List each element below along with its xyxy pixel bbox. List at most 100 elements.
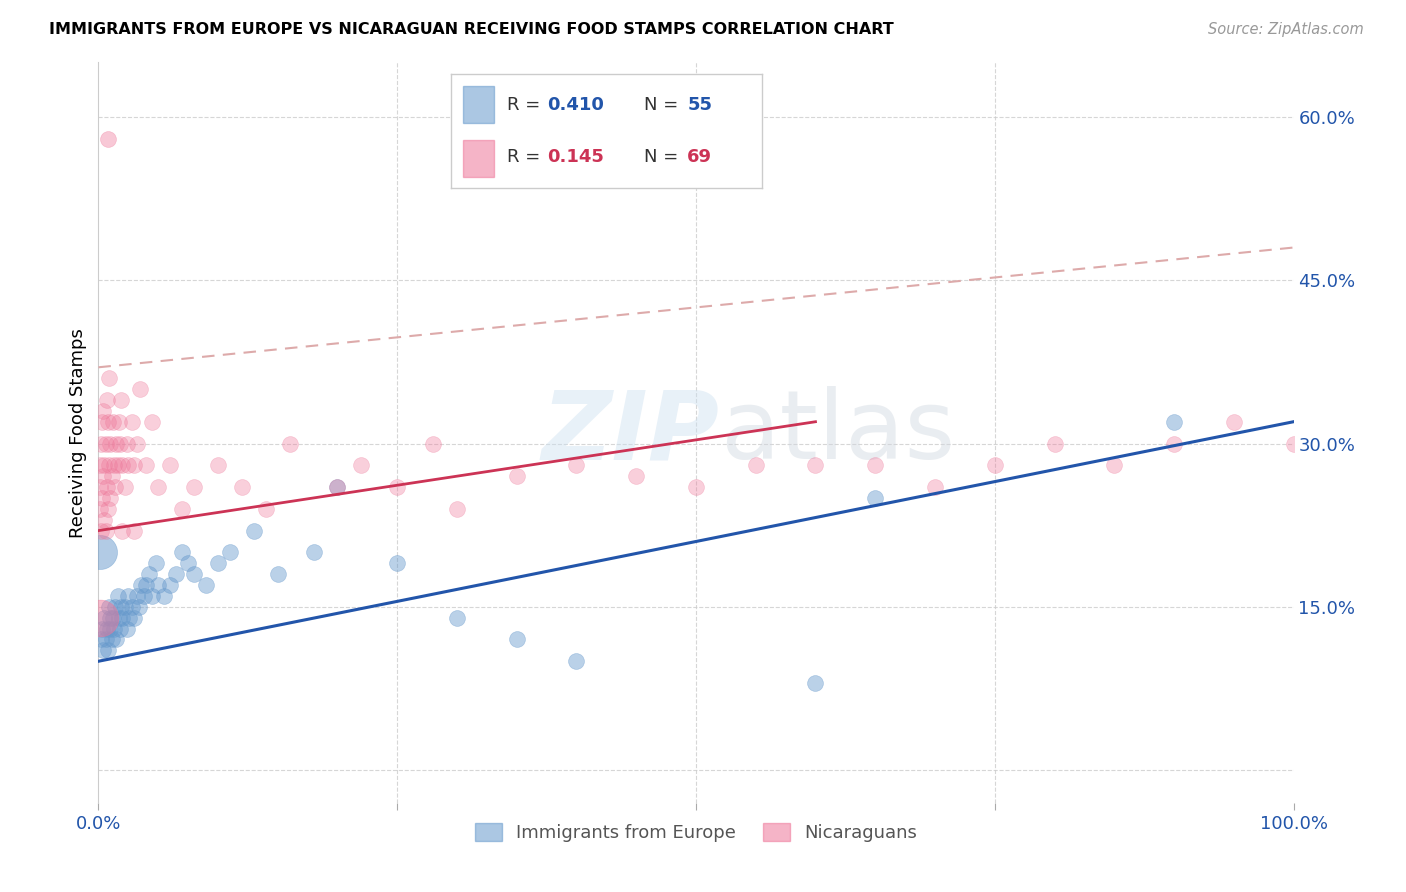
Point [114, 480, 136, 494]
Point [124, 611, 146, 625]
Point [100, 469, 122, 483]
Point [89, 501, 111, 516]
Point [207, 458, 229, 473]
Point [90, 632, 112, 647]
Point [117, 458, 139, 473]
Point [145, 556, 167, 570]
Point [804, 458, 827, 473]
Point [446, 501, 468, 516]
Point [804, 676, 827, 690]
Point [131, 578, 153, 592]
Point [91, 404, 114, 418]
Point [94, 436, 117, 450]
Point [243, 524, 266, 538]
Point [135, 458, 157, 473]
Point [118, 611, 141, 625]
Point [115, 436, 138, 450]
Point [506, 632, 529, 647]
Point [98, 458, 121, 473]
Point [94, 524, 117, 538]
Point [111, 524, 134, 538]
Point [114, 599, 136, 614]
Point [89, 458, 111, 473]
Point [267, 567, 290, 582]
Point [115, 622, 138, 636]
Point [103, 458, 125, 473]
Point [93, 611, 115, 625]
Point [177, 556, 200, 570]
Point [107, 611, 129, 625]
Point [124, 458, 146, 473]
Point [141, 415, 163, 429]
Point [98, 611, 122, 625]
Point [96, 392, 118, 407]
Point [302, 545, 325, 559]
Point [111, 611, 134, 625]
Point [219, 545, 242, 559]
Point [685, 480, 707, 494]
Point [1043, 436, 1066, 450]
Point [101, 611, 124, 625]
Point [626, 469, 648, 483]
Point [111, 458, 134, 473]
Point [148, 480, 170, 494]
Point [984, 458, 1007, 473]
Point [865, 458, 887, 473]
Point [172, 501, 194, 516]
Point [104, 480, 127, 494]
Point [1104, 458, 1126, 473]
Point [97, 131, 120, 145]
Point [89, 611, 111, 625]
Point [506, 469, 529, 483]
Point [98, 371, 121, 385]
Point [117, 589, 139, 603]
Text: IMMIGRANTS FROM EUROPE VS NICARAGUAN RECEIVING FOOD STAMPS CORRELATION CHART: IMMIGRANTS FROM EUROPE VS NICARAGUAN REC… [49, 22, 894, 37]
Point [183, 567, 205, 582]
Point [121, 415, 143, 429]
Point [148, 578, 170, 592]
Text: atlas: atlas [720, 386, 955, 479]
Text: ZIP: ZIP [541, 386, 720, 479]
Point [107, 415, 129, 429]
Point [89, 480, 111, 494]
Point [135, 578, 157, 592]
Point [159, 458, 181, 473]
Point [100, 632, 122, 647]
Point [132, 589, 155, 603]
Point [91, 469, 114, 483]
Point [91, 415, 114, 429]
Point [90, 436, 112, 450]
Point [110, 599, 132, 614]
Point [105, 436, 128, 450]
Point [924, 480, 946, 494]
Point [207, 556, 229, 570]
Y-axis label: Receiving Food Stamps: Receiving Food Stamps [69, 327, 87, 538]
Point [350, 458, 373, 473]
Point [183, 480, 205, 494]
Point [96, 480, 118, 494]
Point [90, 524, 112, 538]
Point [97, 643, 120, 657]
Point [865, 491, 887, 505]
Point [107, 458, 129, 473]
Point [278, 436, 301, 450]
Point [98, 491, 122, 505]
Point [1223, 415, 1246, 429]
Point [153, 589, 176, 603]
Point [745, 458, 768, 473]
Point [107, 589, 129, 603]
Point [172, 545, 194, 559]
Point [104, 599, 127, 614]
Point [446, 611, 468, 625]
Point [565, 458, 588, 473]
Point [93, 513, 115, 527]
Point [96, 622, 118, 636]
Point [121, 599, 143, 614]
Point [128, 599, 150, 614]
Point [101, 415, 124, 429]
Point [105, 632, 128, 647]
Point [94, 632, 117, 647]
Point [108, 436, 131, 450]
Point [422, 436, 444, 450]
Point [110, 392, 132, 407]
